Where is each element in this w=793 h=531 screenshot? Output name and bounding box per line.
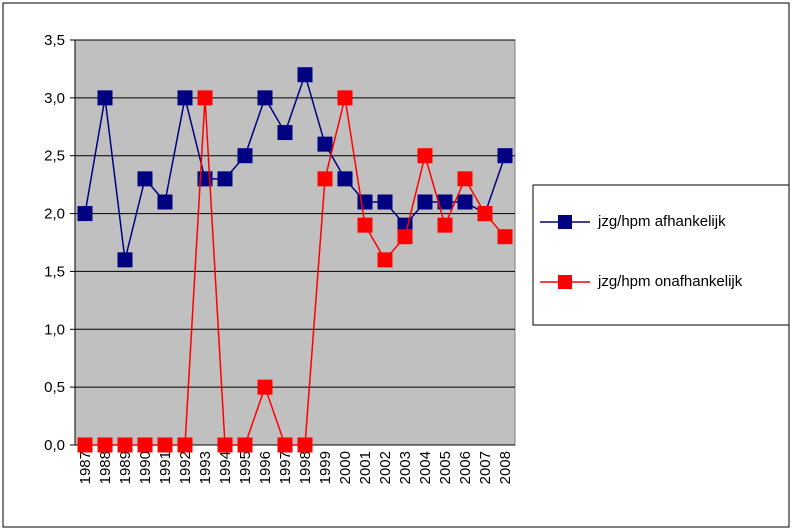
point-marker bbox=[497, 148, 513, 164]
x-tick-label: 1993 bbox=[197, 451, 214, 484]
x-tick-label: 1990 bbox=[137, 451, 154, 484]
y-tick-label: 2,5 bbox=[44, 148, 65, 165]
y-tick-label: 0,5 bbox=[44, 379, 65, 396]
point-marker bbox=[77, 206, 93, 222]
point-marker bbox=[177, 437, 193, 453]
point-marker bbox=[297, 67, 313, 83]
point-marker bbox=[77, 437, 93, 453]
y-tick-label: 3,0 bbox=[44, 90, 65, 107]
point-marker bbox=[257, 379, 273, 395]
point-marker bbox=[217, 437, 233, 453]
point-marker bbox=[337, 171, 353, 187]
legend-box bbox=[532, 184, 790, 326]
x-tick-label: 1987 bbox=[77, 451, 94, 484]
point-marker bbox=[237, 148, 253, 164]
x-tick-label: 2007 bbox=[477, 451, 494, 484]
point-marker bbox=[277, 437, 293, 453]
x-tick-label: 1997 bbox=[277, 451, 294, 484]
point-marker bbox=[337, 90, 353, 106]
x-tick-label: 2002 bbox=[377, 451, 394, 484]
point-marker bbox=[117, 437, 133, 453]
plot-area bbox=[74, 39, 516, 446]
y-tick-label: 1,0 bbox=[44, 321, 65, 338]
point-marker bbox=[237, 437, 253, 453]
point-marker bbox=[137, 171, 153, 187]
x-tick-label: 1992 bbox=[177, 451, 194, 484]
legend-marker bbox=[558, 275, 572, 289]
point-marker bbox=[197, 90, 213, 106]
series-line bbox=[85, 97, 506, 446]
point-marker bbox=[157, 194, 173, 210]
y-tick-label: 1,5 bbox=[44, 263, 65, 280]
point-marker bbox=[377, 194, 393, 210]
x-tick-label: 2004 bbox=[417, 451, 434, 484]
point-marker bbox=[417, 148, 433, 164]
x-tick-label: 1988 bbox=[97, 451, 114, 484]
point-marker bbox=[97, 437, 113, 453]
point-marker bbox=[297, 437, 313, 453]
point-marker bbox=[277, 125, 293, 141]
x-tick-label: 2005 bbox=[437, 451, 454, 484]
point-marker bbox=[437, 217, 453, 233]
x-tick-label: 1989 bbox=[117, 451, 134, 484]
x-tick-label: 1996 bbox=[257, 451, 274, 484]
x-tick-label: 1994 bbox=[217, 451, 234, 484]
point-marker bbox=[317, 136, 333, 152]
x-tick-label: 2003 bbox=[397, 451, 414, 484]
point-marker bbox=[457, 194, 473, 210]
point-marker bbox=[217, 171, 233, 187]
point-marker bbox=[317, 171, 333, 187]
point-marker bbox=[177, 90, 193, 106]
x-tick-label: 1998 bbox=[297, 451, 314, 484]
x-tick-label: 2000 bbox=[337, 451, 354, 484]
point-marker bbox=[137, 437, 153, 453]
point-marker bbox=[197, 171, 213, 187]
point-marker bbox=[357, 217, 373, 233]
y-tick-label: 2,0 bbox=[44, 206, 65, 223]
point-marker bbox=[157, 437, 173, 453]
x-tick-label: 2008 bbox=[497, 451, 514, 484]
point-marker bbox=[117, 252, 133, 268]
y-tick-label: 0,0 bbox=[44, 437, 65, 454]
legend-label: jzg/hpm afhankelijk bbox=[598, 213, 726, 230]
y-tick-label: 3,5 bbox=[44, 32, 65, 49]
point-marker bbox=[417, 194, 433, 210]
point-marker bbox=[377, 252, 393, 268]
point-marker bbox=[257, 90, 273, 106]
x-tick-label: 1995 bbox=[237, 451, 254, 484]
x-tick-label: 1991 bbox=[157, 451, 174, 484]
x-tick-label: 2006 bbox=[457, 451, 474, 484]
legend-marker bbox=[558, 215, 572, 229]
x-tick-label: 2001 bbox=[357, 451, 374, 484]
point-marker bbox=[497, 229, 513, 245]
legend-label: jzg/hpm onafhankelijk bbox=[598, 273, 743, 290]
point-marker bbox=[397, 229, 413, 245]
point-marker bbox=[457, 171, 473, 187]
point-marker bbox=[97, 90, 113, 106]
point-marker bbox=[477, 206, 493, 222]
series-line bbox=[84, 72, 506, 261]
x-tick-label: 1999 bbox=[317, 451, 334, 484]
